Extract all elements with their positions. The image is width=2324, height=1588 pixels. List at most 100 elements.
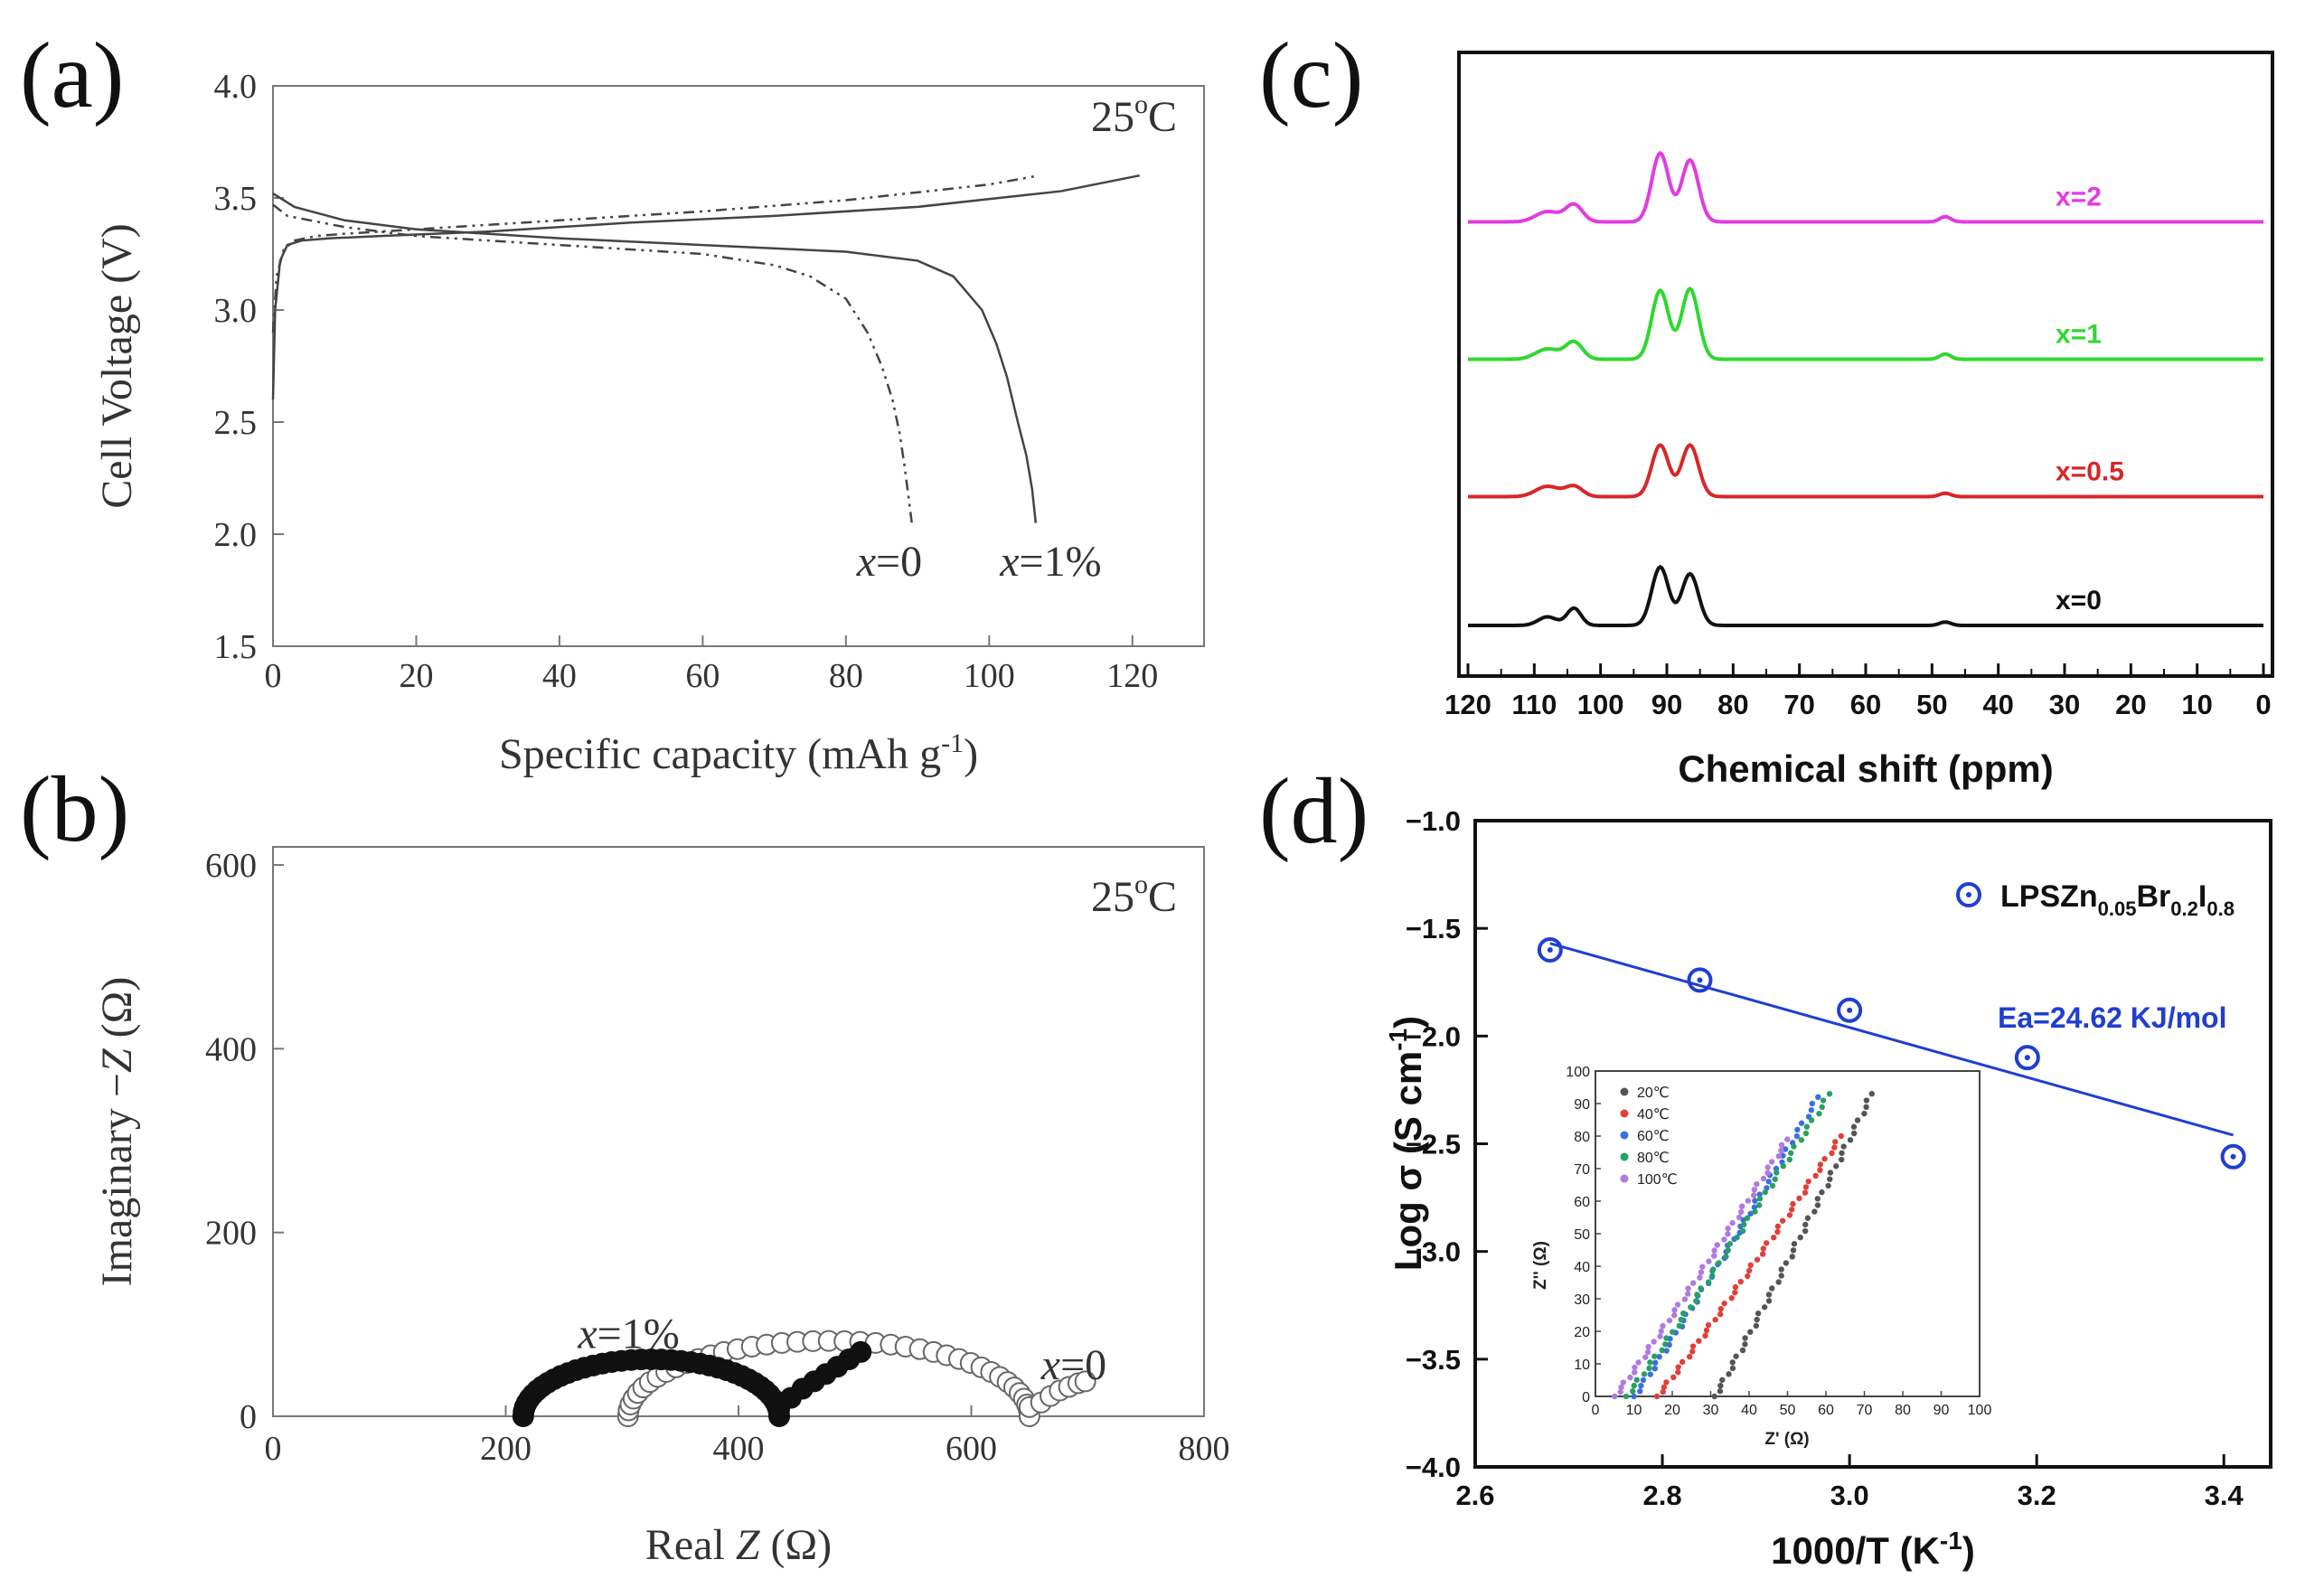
inset-data-point-0 [1847, 1137, 1854, 1143]
inset-x-tick-label: 100 [1968, 1403, 1992, 1418]
inset-data-point-1 [1774, 1228, 1781, 1236]
inset-data-point-4 [1764, 1164, 1771, 1170]
inset-data-point-1 [1679, 1358, 1686, 1366]
inset-data-point-3 [1659, 1347, 1665, 1354]
y-tick-label-d: −4.0 [1406, 1452, 1461, 1483]
data-point-b-1 [1074, 1370, 1096, 1393]
inset-data-point-1 [1732, 1289, 1738, 1296]
inset-y-tick-label: 70 [1574, 1162, 1590, 1178]
y-tick-label-b: 600 [205, 847, 257, 885]
series-annotations-b: x=1% x=0 [577, 1311, 1106, 1390]
x-tick-label-a: 20 [399, 657, 433, 695]
inset-data-point-0 [1819, 1189, 1825, 1196]
series-line-a-1 [271, 174, 1040, 333]
x-axis-label-d: 1000/T (K-1) [1771, 1527, 1975, 1572]
inset-data-point-4 [1617, 1388, 1623, 1395]
inset-data-point-4 [1698, 1269, 1705, 1275]
inset-data-point-4 [1768, 1159, 1775, 1165]
inset-data-point-1 [1790, 1200, 1796, 1207]
inset-data-point-1 [1737, 1278, 1744, 1285]
inset-data-point-0 [1733, 1353, 1739, 1359]
inset-data-point-4 [1632, 1364, 1638, 1371]
x-tick-label-c: 50 [1916, 689, 1947, 720]
inset-data-point-0 [1868, 1091, 1875, 1097]
x-axis-label-a: Specific capacity (mAh g-1) [499, 728, 978, 778]
x-tick-label-a: 120 [1106, 657, 1158, 695]
x-tick-label-c: 20 [2115, 689, 2146, 720]
inset-data-point-3 [1780, 1163, 1787, 1170]
x-tick-label-d: 2.6 [1455, 1480, 1494, 1511]
y-axis-label-a: Cell Voltage (V) [93, 223, 141, 509]
inset-y-tick-label: 80 [1574, 1130, 1590, 1145]
inset-legend-marker-4 [1620, 1174, 1629, 1183]
series-annotation-a-1: x=1% [999, 538, 1101, 586]
inset-data-point-1 [1721, 1300, 1727, 1307]
inset-data-point-0 [1811, 1208, 1818, 1215]
inset-y-tick-label: 90 [1574, 1097, 1590, 1113]
inset-data-point-4 [1642, 1354, 1649, 1360]
inset-data-point-1 [1763, 1240, 1770, 1246]
inset-data-point-0 [1778, 1266, 1784, 1273]
inset-data-point-3 [1647, 1359, 1653, 1366]
x-axis-label-b: Real Z (Ω) [645, 1521, 832, 1569]
inset-data-point-4 [1674, 1301, 1681, 1308]
inset-data-point-4 [1778, 1147, 1784, 1154]
x-tick-label-b: 800 [1179, 1430, 1230, 1468]
inset-data-point-2 [1638, 1383, 1644, 1389]
inset-y-tick-label: 60 [1574, 1195, 1590, 1210]
temperature-label-b: 25oC [1091, 869, 1177, 921]
data-point-d [1537, 937, 1563, 963]
spectrum-label-c-3: x=2 [2056, 183, 2102, 212]
inset-x-tick-label: 0 [1592, 1403, 1600, 1418]
data-point-center-d [1547, 947, 1553, 953]
x-tick-label-a: 100 [964, 657, 1015, 695]
series-annotation-b-1: x=0 [1040, 1341, 1106, 1389]
inset-data-point-3 [1791, 1143, 1797, 1150]
inset-data-point-3 [1630, 1388, 1636, 1395]
inset-data-point-1 [1802, 1184, 1810, 1190]
y-tick-label-a: 3.0 [214, 292, 258, 330]
x-tick-label-d: 2.8 [1643, 1480, 1682, 1511]
inset-data-point-3 [1688, 1304, 1694, 1311]
inset-data-point-1 [1670, 1374, 1677, 1381]
inset-data-point-4 [1671, 1312, 1678, 1319]
inset-data-point-1 [1712, 1316, 1718, 1323]
inset-data-point-4 [1685, 1285, 1691, 1292]
inset-data-point-4 [1711, 1253, 1717, 1259]
inset-data-point-0 [1717, 1388, 1724, 1395]
inset-data-point-0 [1797, 1234, 1803, 1241]
inset-data-point-0 [1827, 1170, 1834, 1176]
inset-data-point-1 [1802, 1189, 1809, 1196]
inset-data-point-3 [1698, 1285, 1704, 1292]
x-tick-label-c: 60 [1850, 689, 1881, 720]
inset-data-point-3 [1739, 1227, 1746, 1235]
panel-b-impedance: (b) 0 200 400 600 800 0 200 400 600 25oC x=1% x=0… [20, 757, 1230, 1569]
inset-legend-marker-0 [1620, 1087, 1629, 1096]
inset-data-point-3 [1769, 1182, 1776, 1189]
inset-data-point-4 [1745, 1198, 1752, 1204]
inset-data-point-0 [1863, 1104, 1869, 1111]
inset-data-point-1 [1817, 1161, 1824, 1168]
inset-data-point-3 [1716, 1260, 1722, 1266]
x-tick-label-c: 110 [1511, 689, 1557, 720]
inset-data-point-0 [1827, 1176, 1833, 1182]
inset-data-point-2 [1651, 1365, 1658, 1372]
inset-data-point-0 [1747, 1329, 1754, 1335]
spectrum-label-c-1: x=0.5 [2056, 457, 2124, 487]
inset-data-point-4 [1681, 1296, 1689, 1302]
inset-data-point-1 [1829, 1150, 1835, 1157]
inset-data-point-1 [1702, 1332, 1708, 1339]
inset-data-point-1 [1796, 1195, 1802, 1202]
data-point-center-d [1697, 977, 1703, 983]
inset-data-point-1 [1789, 1207, 1795, 1213]
inset-legend-label-3: 80℃ [1637, 1151, 1670, 1166]
legend-d: LPSZn0.05Br0.2I0.8 [1956, 879, 2235, 920]
y-tick-label-a: 2.5 [214, 404, 258, 442]
inset-data-point-3 [1680, 1310, 1687, 1317]
inset-y-axis-label: Z'' (Ω) [1531, 1241, 1550, 1290]
x-tick-label-c: 10 [2181, 689, 2212, 720]
inset-data-point-4 [1671, 1307, 1678, 1313]
inset-data-point-1 [1663, 1379, 1670, 1386]
legend-marker-dot-d [1966, 892, 1971, 897]
inset-data-point-1 [1754, 1256, 1761, 1263]
